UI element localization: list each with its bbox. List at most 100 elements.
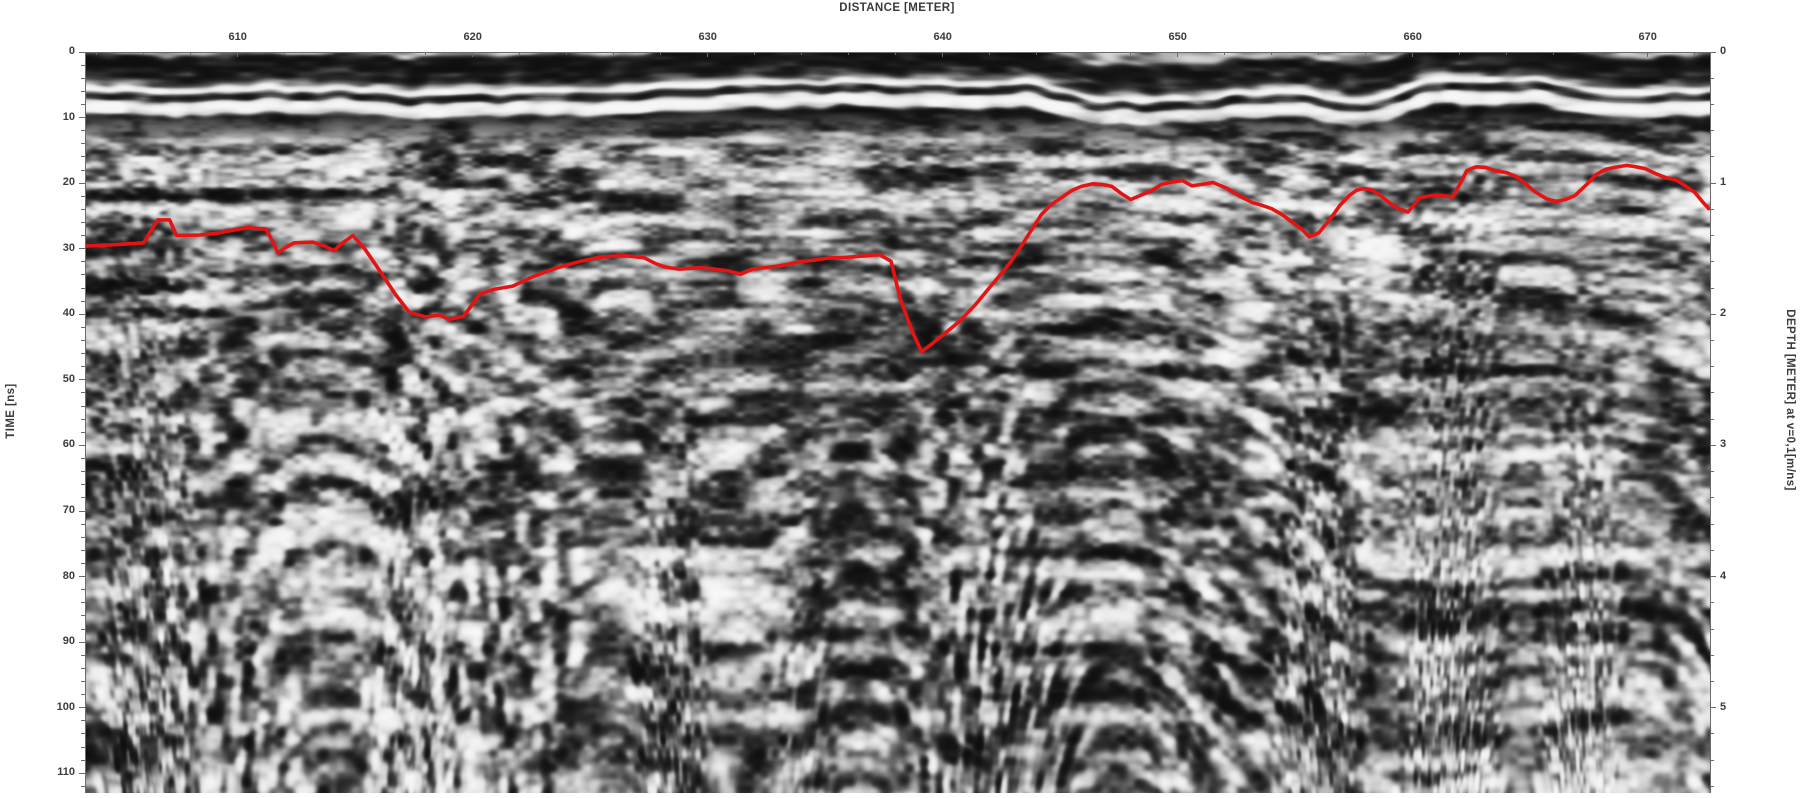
axis-title-time: TIME [ns] — [5, 383, 17, 439]
time-tick — [81, 405, 85, 407]
time-tick — [81, 589, 85, 591]
time-tick — [81, 654, 85, 656]
distance-tick-label: 660 — [1403, 31, 1422, 43]
time-tick — [81, 418, 85, 420]
time-tick — [81, 549, 85, 551]
distance-tick — [1177, 52, 1179, 57]
distance-tick — [754, 52, 756, 55]
distance-tick — [284, 52, 286, 55]
axis-right-line — [1710, 52, 1711, 793]
time-tick — [81, 667, 85, 669]
time-tick-label: 20 — [62, 176, 75, 189]
depth-tick — [1710, 51, 1716, 53]
depth-tick — [1710, 156, 1714, 158]
distance-tick — [566, 52, 568, 55]
axis-title-distance: DISTANCE [METER] — [839, 2, 955, 14]
depth-tick-label: 1 — [1720, 176, 1727, 189]
depth-tick — [1710, 497, 1714, 499]
time-tick — [81, 628, 85, 630]
distance-tick — [1036, 52, 1038, 55]
depth-tick — [1710, 576, 1716, 578]
depth-tick — [1710, 235, 1714, 237]
time-tick — [81, 694, 85, 696]
time-tick — [79, 707, 85, 709]
time-tick — [81, 64, 85, 66]
time-tick-label: 60 — [62, 438, 75, 451]
distance-tick — [1506, 52, 1508, 55]
time-tick — [79, 313, 85, 315]
axis-top-line — [85, 52, 1711, 53]
time-tick — [81, 340, 85, 342]
time-tick — [81, 261, 85, 263]
time-tick — [81, 615, 85, 617]
time-tick — [81, 274, 85, 276]
time-tick — [81, 353, 85, 355]
time-tick-label: 30 — [62, 241, 75, 254]
time-tick — [81, 130, 85, 132]
distance-tick-label: 670 — [1638, 31, 1657, 43]
depth-tick — [1710, 392, 1714, 394]
time-tick — [81, 536, 85, 538]
distance-tick — [942, 52, 944, 57]
distance-tick — [801, 52, 803, 55]
radargram-canvas — [85, 52, 1710, 793]
time-tick — [81, 562, 85, 564]
time-tick — [81, 484, 85, 486]
time-tick — [81, 208, 85, 210]
time-tick-label: 40 — [62, 307, 75, 320]
time-tick — [81, 458, 85, 460]
time-tick — [79, 641, 85, 643]
time-tick — [81, 497, 85, 499]
depth-tick — [1710, 208, 1714, 210]
depth-tick — [1710, 444, 1716, 446]
depth-tick — [1710, 707, 1716, 709]
depth-tick — [1710, 182, 1716, 184]
distance-tick — [1130, 52, 1132, 55]
depth-tick — [1710, 130, 1714, 132]
depth-tick-label: 3 — [1720, 438, 1727, 451]
time-tick — [81, 326, 85, 328]
time-tick — [81, 681, 85, 683]
time-tick-label: 100 — [56, 700, 75, 713]
distance-tick — [1318, 52, 1320, 55]
distance-tick — [190, 52, 192, 55]
time-tick — [81, 431, 85, 433]
depth-tick — [1710, 103, 1714, 105]
time-tick — [81, 759, 85, 761]
distance-tick — [425, 52, 427, 55]
distance-tick — [1083, 52, 1085, 55]
depth-tick-label: 5 — [1720, 700, 1727, 713]
depth-tick — [1710, 77, 1714, 79]
time-tick — [81, 720, 85, 722]
time-tick — [79, 379, 85, 381]
time-tick — [81, 90, 85, 92]
depth-tick — [1710, 759, 1714, 761]
depth-tick — [1710, 523, 1714, 525]
time-tick — [81, 746, 85, 748]
depth-tick-label: 2 — [1720, 307, 1727, 320]
depth-tick — [1710, 681, 1714, 683]
time-tick — [81, 785, 85, 787]
depth-tick — [1710, 366, 1714, 368]
distance-tick-label: 640 — [933, 31, 952, 43]
distance-tick — [1459, 52, 1461, 55]
distance-tick — [378, 52, 380, 55]
axis-title-depth: DEPTH [METER] at v=0,1[m/ns] — [1784, 309, 1796, 491]
depth-tick — [1710, 471, 1714, 473]
time-tick-label: 0 — [68, 45, 75, 57]
time-tick — [81, 221, 85, 223]
time-tick — [79, 248, 85, 250]
time-tick — [81, 156, 85, 158]
time-tick — [81, 602, 85, 604]
depth-tick — [1710, 654, 1714, 656]
distance-tick — [1600, 52, 1602, 55]
depth-tick — [1710, 418, 1714, 420]
time-tick — [81, 77, 85, 79]
distance-tick — [707, 52, 709, 57]
distance-tick — [1647, 52, 1649, 57]
time-tick — [81, 366, 85, 368]
time-tick — [79, 576, 85, 578]
time-tick-label: 10 — [62, 110, 75, 123]
time-tick — [79, 51, 85, 53]
time-tick — [81, 300, 85, 302]
